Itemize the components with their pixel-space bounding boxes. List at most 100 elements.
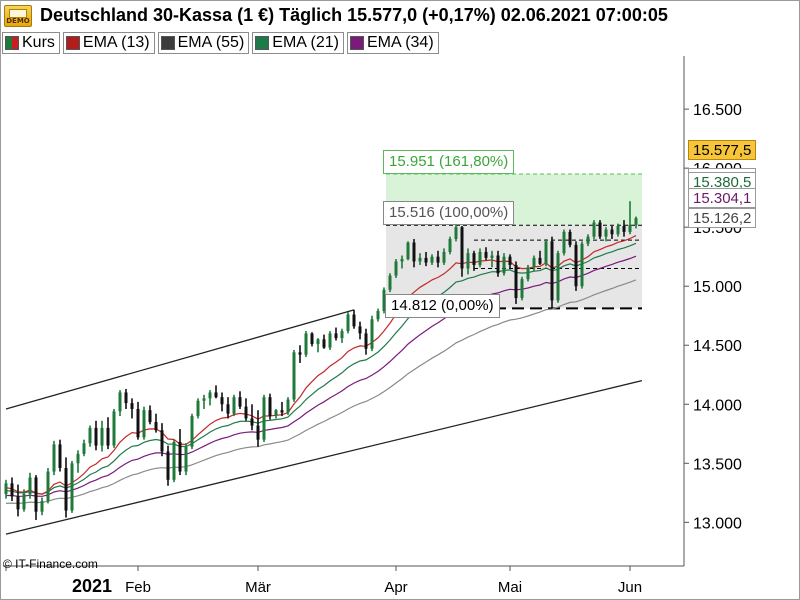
x-tick-label: Apr (384, 579, 407, 596)
ohlc-bar (184, 443, 188, 476)
ohlc-bar (160, 423, 164, 457)
ohlc-bar-body (154, 421, 158, 431)
ohlc-bar (466, 248, 470, 275)
ohlc-bar (220, 392, 224, 412)
ohlc-bar-body (508, 256, 512, 265)
ohlc-bar-body (454, 227, 458, 239)
ohlc-bar (100, 420, 104, 452)
y-tick-label: 16.500 (693, 102, 742, 119)
ohlc-bar-body (358, 326, 362, 334)
ohlc-bar-body (244, 406, 248, 419)
ohlc-bar (202, 394, 206, 409)
ohlc-bar (502, 253, 506, 276)
ohlc-bar-body (610, 229, 614, 235)
ohlc-bar-body (604, 229, 608, 237)
ohlc-bar-body (136, 408, 140, 438)
ohlc-bar-body (166, 451, 170, 480)
ohlc-bar (118, 390, 122, 417)
ohlc-bar (148, 405, 152, 425)
ohlc-bar-body (388, 275, 392, 290)
y-tick-label: 15.000 (693, 279, 742, 296)
legend-label: EMA (21) (272, 34, 339, 51)
ohlc-bar-body (442, 251, 446, 263)
x-tick-label: Mär (245, 579, 271, 596)
ohlc-bar-body (148, 410, 152, 422)
ohlc-bar (136, 401, 140, 440)
ohlc-bar-body (370, 319, 374, 349)
fib-level-label: 14.812 (0,00%) (385, 294, 500, 319)
ohlc-bar (538, 250, 542, 265)
ohlc-bar-body (328, 333, 332, 348)
ohlc-bar-body (202, 398, 206, 401)
ohlc-bar (346, 312, 350, 334)
legend-swatch (65, 36, 80, 50)
price-tag-ema55: 15.126,2 (688, 208, 757, 228)
ohlc-bar (316, 338, 320, 353)
ohlc-bar-body (226, 404, 230, 414)
ohlc-bar (406, 241, 410, 261)
x-tick-label: Feb (125, 579, 151, 596)
ohlc-bar-body (70, 463, 74, 511)
ohlc-bar-body (124, 392, 128, 404)
fib-level-label: 15.951 (161,80%) (383, 149, 515, 174)
ohlc-bar-body (130, 403, 134, 409)
ohlc-bar-body (232, 397, 236, 414)
ohlc-bar (436, 250, 440, 268)
ohlc-bar (586, 234, 590, 247)
legend-swatch (255, 36, 270, 50)
ohlc-bar-body (514, 264, 518, 299)
legend-item-2[interactable]: EMA (55) (157, 32, 250, 54)
ohlc-bar (580, 241, 584, 289)
ohlc-bar (310, 332, 314, 347)
ohlc-bar-body (160, 430, 164, 452)
ohlc-bar (496, 250, 500, 277)
ohlc-bar-body (280, 410, 284, 413)
ohlc-bar-body (22, 493, 26, 510)
y-tick-label: 14.500 (693, 338, 742, 355)
ohlc-bar (508, 254, 512, 269)
ohlc-bar-body (580, 243, 584, 287)
x-tick-label: 2021 (72, 576, 112, 596)
ohlc-bar-body (46, 471, 50, 502)
ohlc-bar-body (52, 444, 56, 472)
ohlc-bar (544, 238, 548, 267)
ohlc-bar-body (400, 259, 404, 262)
ohlc-bar (52, 440, 56, 476)
ohlc-bar-body (628, 224, 632, 232)
ohlc-bar-body (622, 226, 626, 232)
ohlc-bar-body (460, 227, 464, 269)
ohlc-bar-body (100, 427, 104, 446)
legend-item-1[interactable]: EMA (13) (62, 32, 155, 54)
ohlc-bar (574, 241, 578, 291)
ohlc-bar (214, 385, 218, 399)
ohlc-bar-body (484, 251, 488, 258)
ohlc-bar (376, 308, 380, 322)
ohlc-bar (40, 497, 44, 516)
ohlc-bar (124, 388, 128, 409)
ohlc-bar (154, 413, 158, 433)
ohlc-bar (562, 229, 566, 256)
legend-item-3[interactable]: EMA (21) (252, 32, 344, 54)
price-tag-current: 15.577,5 (688, 140, 757, 160)
ohlc-bar-body (550, 241, 554, 301)
ohlc-bar (370, 315, 374, 352)
y-tick-label: 14.000 (693, 397, 742, 414)
legend-item-0[interactable]: Kurs (2, 32, 60, 54)
ohlc-bar (304, 331, 308, 358)
ohlc-bar-body (430, 256, 434, 263)
ohlc-bar-body (352, 314, 356, 327)
ohlc-bar-body (64, 468, 68, 511)
copyright-notice: © IT-Finance.com (3, 557, 98, 571)
ohlc-bar-body (502, 256, 506, 274)
ohlc-bar-body (250, 418, 254, 426)
ohlc-bar-body (16, 496, 20, 510)
legend-item-4[interactable]: EMA (34) (346, 32, 439, 54)
ohlc-bar (262, 394, 266, 443)
legend: Kurs EMA (13) EMA (55) EMA (21) EMA (34) (2, 32, 442, 54)
ohlc-bar-body (274, 410, 278, 417)
ohlc-bar-body (184, 446, 188, 472)
ohlc-bar-body (574, 244, 578, 287)
ohlc-bar-body (376, 311, 380, 320)
ohlc-bar (10, 477, 14, 502)
ohlc-bar (460, 226, 464, 277)
